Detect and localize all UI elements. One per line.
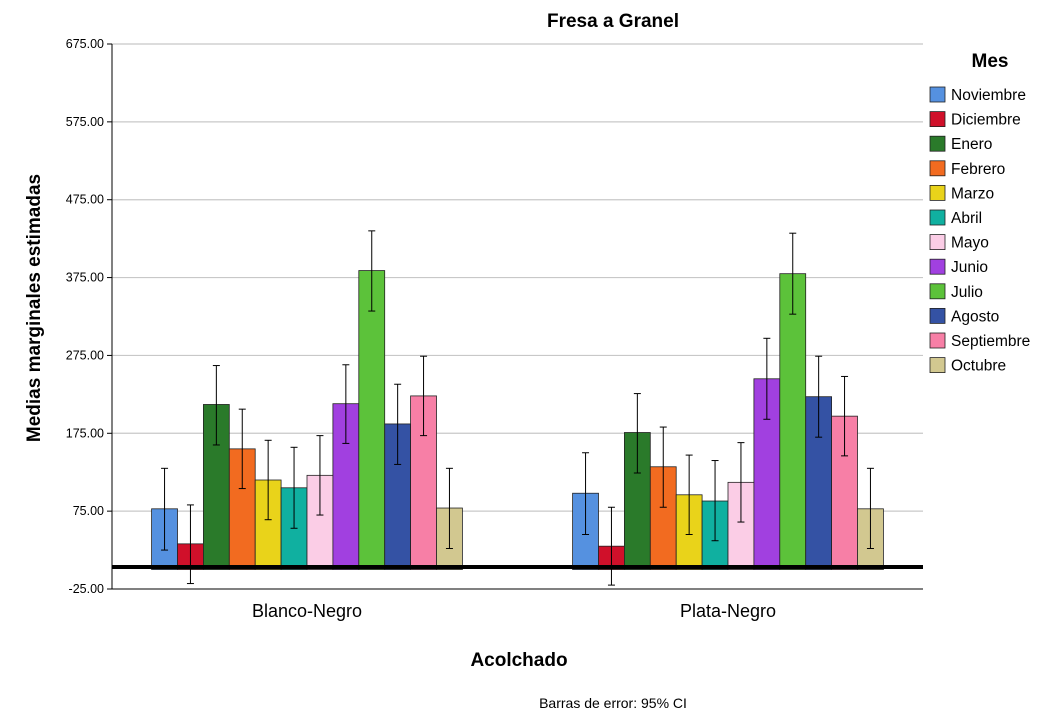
y-tick-label: 475.00 <box>66 193 104 207</box>
bars <box>151 270 884 570</box>
gridlines <box>112 43 923 512</box>
y-tick-label: -25.00 <box>69 582 104 596</box>
error-bar-note: Barras de error: 95% CI <box>539 695 687 711</box>
legend-label: Marzo <box>951 185 994 202</box>
legend-swatch <box>929 111 946 127</box>
error-bars <box>161 230 874 586</box>
y-tick-label: 375.00 <box>66 271 104 285</box>
legend-label: Febrero <box>951 161 1005 178</box>
legend-swatch <box>929 184 946 201</box>
legend-swatch <box>929 160 946 177</box>
legend-label: Mayo <box>951 235 989 252</box>
legend-swatch <box>929 357 946 374</box>
legend-swatch <box>929 307 946 324</box>
y-tick-label: 575.00 <box>66 115 104 129</box>
y-tick-label: 675.00 <box>66 37 104 51</box>
legend-label: Noviembre <box>951 87 1026 104</box>
legend-title: Mes <box>972 51 1009 72</box>
legend-swatch <box>929 258 946 275</box>
legend-swatch <box>929 209 946 226</box>
legend-label: Septiembre <box>951 333 1030 350</box>
y-tick-label: 75.00 <box>73 504 104 518</box>
legend: Noviembre Diciembre Enero Febrero Marzo Abril… <box>929 86 1030 375</box>
chart-title: Fresa a Granel <box>547 11 679 32</box>
legend-label: Octubre <box>951 358 1006 375</box>
legend-swatch <box>929 86 946 103</box>
legend-label: Enero <box>951 136 992 153</box>
bar-julio-1 <box>779 273 807 570</box>
legend-label: Diciembre <box>951 112 1021 129</box>
category-label: Blanco-Negro <box>252 601 362 621</box>
legend-label: Junio <box>951 259 988 276</box>
y-axis-label: Medias marginales estimadas <box>24 174 45 442</box>
x-axis-label: Acolchado <box>470 650 567 671</box>
bar-julio-0 <box>358 270 386 570</box>
y-tick-label: 175.00 <box>66 426 104 440</box>
legend-label: Abril <box>951 210 982 227</box>
legend-label: Agosto <box>951 308 999 325</box>
legend-swatch <box>929 234 946 251</box>
legend-label: Julio <box>951 284 983 301</box>
category-labels: Blanco-Negro Plata-Negro <box>252 601 776 621</box>
legend-swatch <box>929 332 946 349</box>
y-tick-label: 275.00 <box>66 348 104 362</box>
legend-swatch <box>929 135 946 152</box>
category-label: Plata-Negro <box>680 601 776 621</box>
legend-swatch <box>929 283 946 300</box>
y-axis-ticks: -25.00 75.00 175.00 275.00 375.00 475.00 575.0… <box>66 37 112 596</box>
